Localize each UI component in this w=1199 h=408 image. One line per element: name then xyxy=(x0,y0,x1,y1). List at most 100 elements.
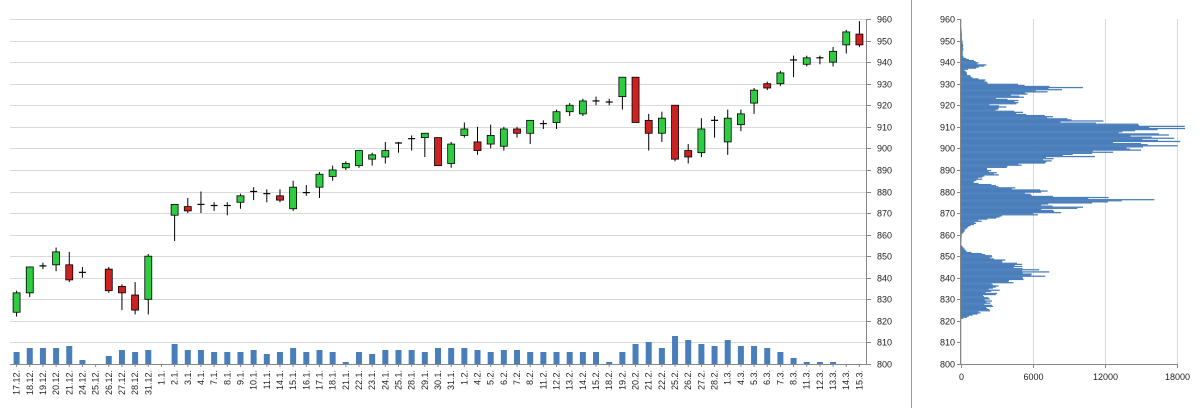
profile-bar xyxy=(961,50,963,52)
main-x-axis: 17.12. 18.12. 19.12. 20.12. 21.12. 24.12. 25.1… xyxy=(12,364,864,395)
x-tick-label: 8.2. xyxy=(525,370,535,385)
candle-body xyxy=(315,173,324,188)
x-tick-label: 5.3. xyxy=(749,370,759,385)
profile-bar xyxy=(961,192,1025,194)
profile-bar xyxy=(961,154,1063,157)
profile-y-tick-label: 840 xyxy=(940,274,955,284)
profile-y-tick-label: 890 xyxy=(940,166,955,176)
volume-bar xyxy=(342,362,349,364)
profile-bar xyxy=(961,151,1114,153)
profile-bar xyxy=(961,204,1042,206)
profile-bar xyxy=(961,163,1019,165)
candle-body xyxy=(671,104,679,160)
profile-y-tick-label: 860 xyxy=(940,231,955,241)
volume-bar xyxy=(816,362,823,364)
profile-bar xyxy=(961,254,986,256)
volume-bar xyxy=(540,352,547,364)
profile-bar xyxy=(961,221,975,223)
profile-bar xyxy=(961,59,974,62)
candle xyxy=(697,118,706,157)
volume-bar xyxy=(26,348,33,364)
profile-x-tick-label: 18000 xyxy=(1165,372,1190,382)
profile-y-tick-label: 830 xyxy=(940,295,955,305)
volume-bar xyxy=(461,348,468,364)
candle-body xyxy=(183,206,192,212)
x-tick-label: 24.1. xyxy=(380,370,390,390)
profile-bar xyxy=(961,189,1041,191)
candle xyxy=(420,132,429,157)
candle-body xyxy=(644,119,653,134)
profile-y-axis: 800 810 820 830 840 850 860 870 880 890 900 910 920 9… xyxy=(940,15,961,370)
profile-bar xyxy=(961,175,985,177)
candle-body xyxy=(684,150,693,158)
candle xyxy=(408,135,416,151)
profile-bar xyxy=(961,99,1019,102)
profile-bar xyxy=(961,165,1008,167)
profile-bar xyxy=(961,276,1023,278)
profile-bar xyxy=(961,180,975,182)
candle xyxy=(25,266,34,298)
profile-bar xyxy=(961,286,996,288)
profile-bar xyxy=(961,312,981,314)
candle-body xyxy=(460,128,469,136)
volume-bar xyxy=(408,350,415,364)
profile-bar xyxy=(961,145,1178,147)
candle xyxy=(12,290,21,317)
profile-bar xyxy=(961,84,1025,87)
candle xyxy=(341,161,350,170)
x-tick-label: 18.12. xyxy=(25,370,35,395)
profile-bar xyxy=(961,301,987,303)
profile-bar xyxy=(961,120,1104,122)
profile-bar xyxy=(961,216,1000,218)
volume-bar xyxy=(316,350,323,364)
x-tick-label: 11.1. xyxy=(262,370,272,389)
candle-body xyxy=(328,169,337,177)
x-tick-label: 3.1. xyxy=(183,370,193,385)
volume-bar xyxy=(79,360,86,364)
profile-bar xyxy=(961,41,963,43)
profile-bar xyxy=(961,235,962,237)
y-tick-label: 880 xyxy=(877,188,892,198)
profile-bar xyxy=(961,68,969,70)
profile-bar xyxy=(961,275,1046,277)
profile-bar xyxy=(961,37,962,39)
profile-bar xyxy=(961,133,1160,135)
profile-bar xyxy=(961,234,962,236)
profile-bar xyxy=(961,257,990,259)
profile-bar xyxy=(961,39,963,41)
volume-bar xyxy=(263,354,270,364)
profile-bar xyxy=(961,270,1023,272)
profile-bar xyxy=(961,307,988,310)
profile-bar xyxy=(961,313,978,315)
profile-bar xyxy=(961,266,1014,269)
profile-bar xyxy=(961,298,990,300)
y-tick-label: 820 xyxy=(877,317,892,327)
candle xyxy=(197,191,205,214)
profile-bar xyxy=(961,179,977,181)
y-tick-label: 840 xyxy=(877,274,892,284)
x-tick-label: 25.1. xyxy=(393,370,403,390)
candle-body xyxy=(499,128,508,147)
candle xyxy=(223,202,231,216)
profile-bar xyxy=(961,273,1032,275)
volume-bar xyxy=(645,342,652,364)
volume-bar xyxy=(13,352,20,364)
profile-bar xyxy=(961,278,1024,281)
volume-bar xyxy=(435,348,441,364)
profile-bar xyxy=(961,211,1062,214)
profile-bar xyxy=(961,210,1055,213)
profile-bar xyxy=(961,128,1158,131)
candle xyxy=(394,141,402,153)
profile-bar xyxy=(961,256,993,258)
candle-body xyxy=(104,268,113,292)
profile-bar xyxy=(961,219,979,221)
profile-bar xyxy=(961,223,974,226)
profile-bar xyxy=(961,90,1036,92)
profile-bar xyxy=(961,299,985,301)
x-tick-label: 10.1. xyxy=(249,370,259,390)
x-tick-label: 22.2. xyxy=(657,370,667,390)
y-tick-label: 960 xyxy=(877,15,892,25)
profile-bar xyxy=(961,117,1048,119)
profile-bar xyxy=(961,297,989,299)
